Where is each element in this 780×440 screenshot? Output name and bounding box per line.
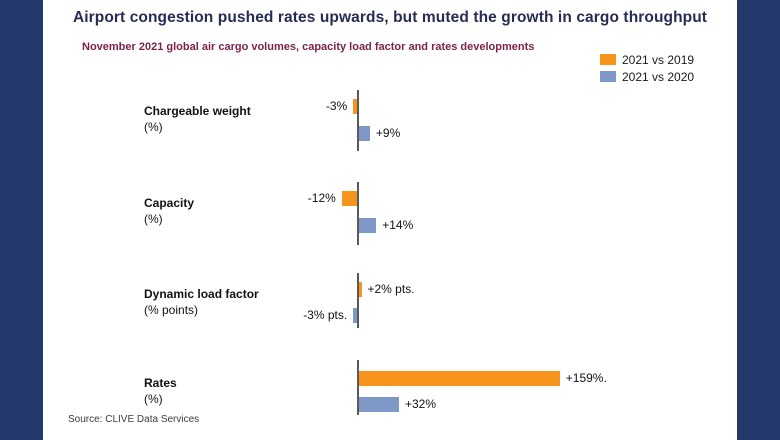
category-unit: (% points) bbox=[144, 302, 199, 317]
legend-swatch-blue bbox=[600, 71, 616, 82]
bar-value-label: -3% bbox=[325, 99, 348, 113]
category-unit: (%) bbox=[144, 120, 163, 135]
bar-value-label: -12% bbox=[307, 191, 336, 205]
axis-baseline bbox=[357, 273, 359, 328]
page-title: Airport congestion pushed rates upwards,… bbox=[72, 9, 708, 26]
category-name: Dynamic load factor bbox=[144, 286, 259, 301]
legend: 2021 vs 2019 2021 vs 2020 bbox=[600, 51, 694, 85]
legend-label: 2021 vs 2019 bbox=[622, 52, 695, 67]
axis-baseline bbox=[357, 90, 359, 151]
bar-2021-vs-2019 bbox=[358, 371, 560, 386]
bar-2021-vs-2020 bbox=[353, 308, 357, 323]
chart-subtitle: November 2021 global air cargo volumes, … bbox=[82, 41, 535, 53]
category-label: Chargeable weight (%) bbox=[144, 103, 344, 135]
category-name: Rates bbox=[144, 375, 177, 390]
category-name: Capacity bbox=[144, 196, 195, 211]
legend-item-2021-vs-2019: 2021 vs 2019 bbox=[600, 51, 694, 68]
category-unit: (%) bbox=[144, 212, 163, 227]
bar-2021-vs-2019 bbox=[341, 191, 357, 206]
bar-value-label: +32% bbox=[405, 397, 437, 411]
bar-value-label: +14% bbox=[382, 218, 414, 232]
bar-2021-vs-2019 bbox=[353, 99, 357, 114]
bar-2021-vs-2020 bbox=[358, 397, 399, 412]
category-label: Dynamic load factor (% points) bbox=[144, 286, 344, 318]
axis-baseline bbox=[357, 360, 359, 415]
left-border-panel bbox=[0, 0, 43, 440]
bar-value-label: +159%. bbox=[565, 371, 607, 385]
bar-2021-vs-2020 bbox=[358, 126, 370, 141]
legend-swatch-orange bbox=[600, 54, 616, 65]
bar-2021-vs-2020 bbox=[358, 218, 377, 233]
category-unit: (%) bbox=[144, 391, 163, 406]
category-label: Rates (%) bbox=[144, 375, 344, 407]
bar-value-label: -3% pts. bbox=[303, 308, 348, 322]
category-name: Chargeable weight bbox=[144, 104, 251, 119]
category-label: Capacity (%) bbox=[144, 195, 344, 227]
legend-item-2021-vs-2020: 2021 vs 2020 bbox=[600, 68, 694, 85]
bar-value-label: +9% bbox=[375, 126, 401, 140]
axis-baseline bbox=[357, 182, 359, 245]
source-note: Source: CLIVE Data Services bbox=[68, 414, 200, 425]
legend-label: 2021 vs 2020 bbox=[622, 69, 695, 84]
bar-2021-vs-2019 bbox=[358, 282, 362, 297]
right-border-panel bbox=[737, 0, 780, 440]
bar-value-label: +2% pts. bbox=[367, 282, 415, 296]
